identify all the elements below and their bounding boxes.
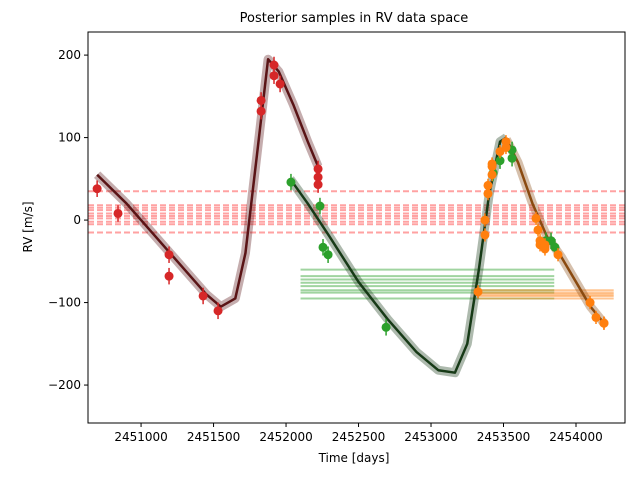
x-axis-label: Time [days] xyxy=(318,451,390,465)
data-point xyxy=(315,201,325,211)
data-point xyxy=(323,250,333,260)
plot-frame xyxy=(87,31,626,424)
data-point xyxy=(483,189,493,199)
data-point xyxy=(540,240,550,250)
x-tick-label: 2451000 xyxy=(114,430,167,444)
data-point xyxy=(113,208,123,218)
data-point xyxy=(533,225,543,235)
data-point xyxy=(483,180,493,190)
y-tick-label: −200 xyxy=(48,378,81,392)
data-point xyxy=(531,213,541,223)
y-tick-label: 0 xyxy=(73,213,81,227)
x-tick-label: 2453500 xyxy=(477,430,530,444)
y-tick-label: 200 xyxy=(58,48,81,62)
data-point xyxy=(318,242,328,252)
data-point xyxy=(591,312,601,322)
model-line xyxy=(96,57,320,308)
y-tick-label: 100 xyxy=(58,131,81,145)
data-point xyxy=(286,177,296,187)
data-point xyxy=(550,242,560,252)
x-tick-label: 2453000 xyxy=(404,430,457,444)
data-point xyxy=(599,318,609,328)
data-point xyxy=(553,250,563,260)
model-band xyxy=(93,54,323,312)
data-point xyxy=(480,215,490,225)
chart-title: Posterior samples in RV data space xyxy=(240,11,469,26)
x-tick-label: 2452000 xyxy=(259,430,312,444)
data-point xyxy=(164,250,174,260)
data-point xyxy=(473,287,483,297)
y-tick-label: −100 xyxy=(48,296,81,310)
data-point xyxy=(198,291,208,301)
x-tick-label: 2451500 xyxy=(187,430,240,444)
data-point xyxy=(487,159,497,169)
data-point xyxy=(313,180,323,190)
y-axis-label: RV [m/s] xyxy=(21,201,35,252)
x-tick-label: 2452500 xyxy=(332,430,385,444)
data-point xyxy=(256,95,266,105)
data-point xyxy=(480,230,490,240)
x-tick-label: 2454000 xyxy=(549,430,602,444)
data-point xyxy=(381,322,391,332)
data-point xyxy=(501,142,511,152)
data-point xyxy=(213,306,223,316)
data-point xyxy=(269,71,279,81)
data-point xyxy=(256,106,266,116)
data-point xyxy=(495,156,505,166)
data-point xyxy=(585,298,595,308)
data-point xyxy=(92,184,102,194)
data-point xyxy=(487,170,497,180)
data-point xyxy=(164,271,174,281)
data-point xyxy=(269,60,279,70)
data-point xyxy=(275,79,285,89)
